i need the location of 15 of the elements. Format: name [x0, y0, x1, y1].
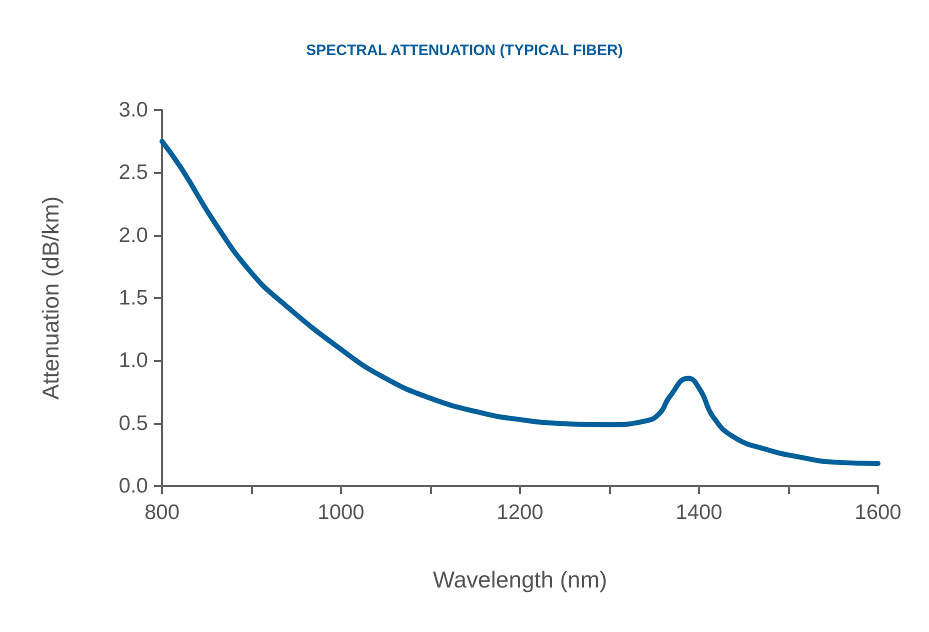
- x-tick-label: 1600: [854, 501, 902, 524]
- y-tick-label: 1.0: [118, 349, 148, 372]
- y-tick-label: 0.5: [118, 412, 148, 435]
- y-tick-label: 2.0: [118, 224, 148, 247]
- y-tick-label: 1.5: [118, 286, 148, 310]
- chart-title: SPECTRAL ATTENUATION (TYPICAL FIBER): [306, 42, 623, 59]
- x-tick-label: 800: [144, 501, 180, 524]
- x-axis-title: Wavelength (nm): [432, 566, 608, 592]
- x-tick-label: 1200: [496, 501, 544, 524]
- y-axis-title: Attenuation (dB/km): [38, 196, 64, 400]
- y-tick-label: 0.0: [118, 474, 148, 498]
- y-tick-label: 2.5: [118, 161, 148, 184]
- x-tick-label: 1000: [318, 501, 364, 524]
- y-tick-label: 3.0: [118, 98, 148, 122]
- x-tick-label: 1400: [676, 501, 722, 524]
